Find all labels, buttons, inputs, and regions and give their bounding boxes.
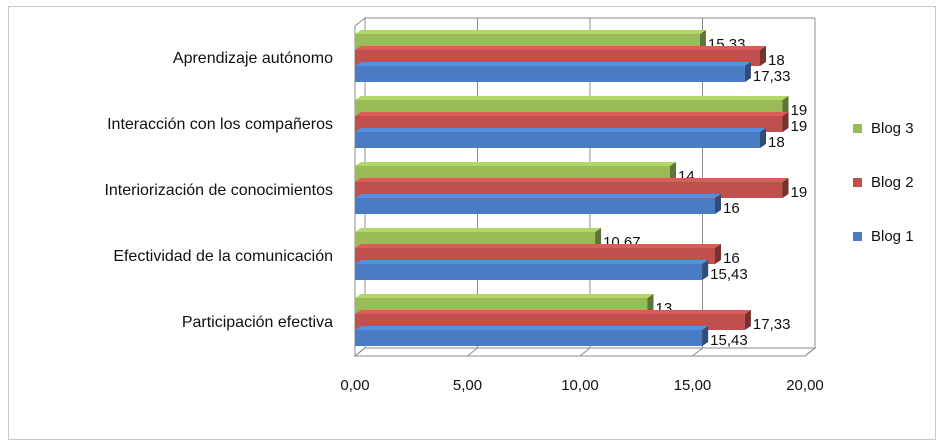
data-label: 16 [723, 250, 740, 267]
bar-end-blog-3 [595, 228, 602, 248]
x-tick-label: 5,00 [453, 377, 482, 394]
bar-end-blog-3 [782, 96, 789, 116]
legend-swatch-blog-3 [853, 124, 862, 133]
bar-end-blog-2 [744, 310, 751, 330]
bar-end-blog-1 [744, 62, 751, 82]
x-tick-label: 10,00 [561, 377, 599, 394]
bar-top-blog-2 [355, 310, 751, 314]
category-label: Efectividad de la comunicación [113, 248, 333, 265]
category-label: Participación efectiva [182, 314, 333, 331]
bar-blog-1-aprendizaje-autonomo [355, 66, 745, 82]
data-label: 19 [791, 184, 808, 201]
bar-top-blog-1 [355, 194, 721, 198]
bar-end-blog-1 [715, 194, 721, 214]
bar-top-blog-3 [355, 294, 654, 298]
x-tick-label: 0,00 [340, 377, 369, 394]
gridline-floor [467, 347, 478, 357]
data-label: 15,43 [710, 266, 748, 283]
bar-top-blog-1 [355, 260, 709, 264]
bar-top-blog-1 [355, 128, 766, 132]
bar-end-blog-2 [782, 112, 789, 132]
data-label: 16 [723, 200, 740, 217]
bar-top-blog-3 [355, 162, 676, 166]
data-label: 17,33 [753, 68, 791, 85]
legend-label-blog-3: Blog 3 [871, 120, 914, 137]
bar-top-blog-2 [355, 244, 721, 248]
bar-end-blog-1 [760, 128, 766, 148]
bar-top-blog-3 [355, 96, 789, 100]
bar-top-blog-2 [355, 46, 766, 50]
bar-blog-1-interiorizacion-de-conocimientos [355, 198, 715, 214]
bar-blog-1-efectividad-de-la-comunicacion [355, 264, 703, 280]
bar-top-blog-1 [355, 326, 709, 330]
gridline-floor [692, 347, 703, 357]
data-label: 15,43 [710, 332, 748, 349]
bar-end-blog-3 [699, 30, 706, 50]
x-tick-label: 20,00 [786, 377, 824, 394]
bar-top-blog-3 [355, 228, 602, 232]
bar-end-blog-2 [760, 46, 766, 66]
bar-end-blog-3 [670, 162, 676, 182]
gridline-floor [804, 347, 816, 357]
data-label: 19 [791, 102, 808, 119]
category-label: Interacción con los compañeros [107, 116, 333, 133]
bar-end-blog-2 [782, 178, 789, 198]
data-label: 18 [768, 134, 785, 151]
bar-blog-1-participacion-efectiva [355, 330, 703, 346]
data-label: 17,33 [753, 316, 791, 333]
gridline-floor [579, 347, 591, 357]
x-tick-label: 15,00 [674, 377, 712, 394]
data-label: 18 [768, 52, 785, 69]
bar-end-blog-3 [647, 294, 654, 314]
bar-top-blog-1 [355, 62, 751, 66]
category-label: Aprendizaje autónomo [173, 50, 333, 67]
bar-top-blog-2 [355, 178, 789, 182]
legend-label-blog-2: Blog 2 [871, 174, 914, 191]
bar-top-blog-2 [355, 112, 789, 116]
bar-top-blog-3 [355, 30, 706, 34]
legend-label-blog-1: Blog 1 [871, 228, 914, 245]
legend-swatch-blog-2 [853, 178, 862, 187]
bar-end-blog-1 [702, 326, 709, 346]
data-label: 19 [791, 118, 808, 135]
bar-end-blog-2 [715, 244, 721, 264]
bar-blog-1-interaccion-con-los-companeros [355, 132, 760, 148]
bar-end-blog-1 [702, 260, 709, 280]
legend-swatch-blog-1 [853, 232, 862, 241]
category-label: Interiorización de conocimientos [104, 182, 333, 199]
gridline-floor [354, 347, 366, 357]
